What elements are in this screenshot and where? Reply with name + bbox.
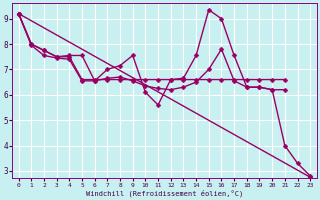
X-axis label: Windchill (Refroidissement éolien,°C): Windchill (Refroidissement éolien,°C) <box>86 189 243 197</box>
